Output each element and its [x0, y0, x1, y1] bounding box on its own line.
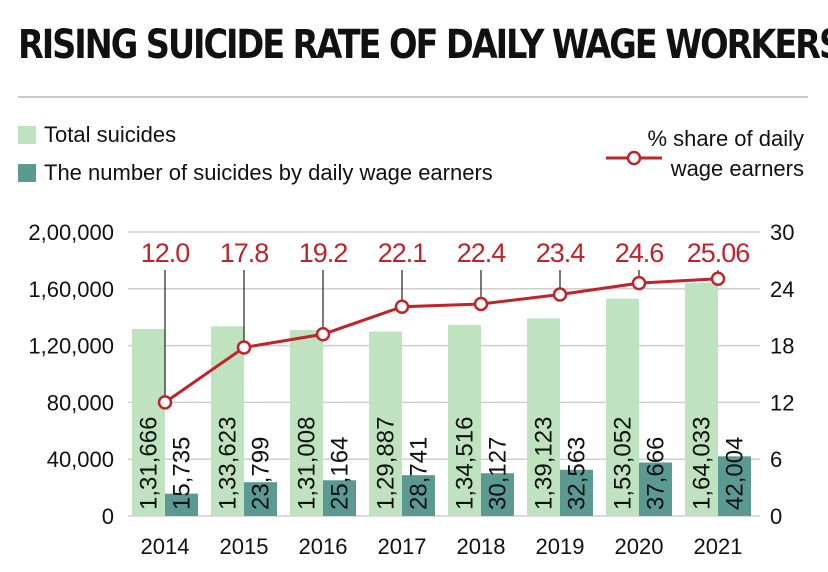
y-tick-label: 40,000: [47, 447, 114, 472]
total-bar-label: 1,34,516: [452, 417, 479, 510]
y-tick-label: 0: [102, 504, 114, 529]
x-tick-label: 2016: [299, 534, 348, 559]
y-tick-label: 80,000: [47, 390, 114, 415]
share-value-label: 23.4: [536, 238, 586, 268]
total-bar-label: 1,33,623: [215, 417, 242, 510]
legend-share: % share of daily wage earners: [647, 124, 804, 184]
total-bar: [369, 331, 402, 516]
share-point: [710, 271, 726, 287]
share-point: [157, 395, 173, 410]
daily-wage-bar-label: 42,004: [722, 437, 749, 510]
share-value-label: 24.6: [615, 238, 664, 268]
daily-wage-bar: [402, 475, 435, 516]
total-bar: [290, 329, 323, 516]
total-bar-label: 1,53,052: [610, 417, 637, 510]
legend-share-line1: % share of daily: [647, 126, 804, 151]
total-bar: [685, 283, 718, 516]
daily-wage-bar: [165, 493, 198, 516]
x-tick-label: 2019: [536, 534, 585, 559]
daily-wage-bar: [481, 473, 514, 516]
daily-wage-bar-label: 15,735: [169, 437, 196, 510]
total-bar-label: 1,29,887: [373, 417, 400, 510]
y2-tick-label: 12: [770, 390, 794, 415]
chart-title: RISING SUICIDE RATE OF DAILY WAGE WORKER…: [18, 22, 828, 68]
daily-wage-bar: [639, 462, 672, 516]
share-value-label: 25.06: [687, 238, 750, 268]
share-value-label: 17.8: [220, 238, 269, 268]
daily-wage-bar: [323, 480, 356, 516]
legend-daily-label: The number of suicides by daily wage ear…: [44, 160, 493, 185]
share-point: [473, 296, 489, 312]
x-tick-label: 2014: [141, 534, 190, 559]
total-bar-label: 1,31,008: [294, 417, 321, 510]
legend-share-line2: wage earners: [670, 156, 804, 181]
daily-wage-bar: [560, 469, 593, 516]
share-point: [552, 287, 568, 302]
y-tick-label: 1,20,000: [28, 334, 114, 359]
total-bar: [448, 324, 481, 516]
share-value-label: 19.2: [299, 238, 348, 268]
y2-tick-label: 30: [770, 220, 794, 245]
total-bar: [606, 298, 639, 516]
share-point: [236, 340, 252, 355]
share-value-label: 22.4: [457, 238, 507, 268]
y-tick-label: 2,00,000: [28, 220, 114, 245]
daily-wage-bar-label: 28,741: [406, 437, 433, 510]
daily-wage-bar: [244, 482, 277, 516]
legend-total: Total suicides: [18, 122, 176, 148]
share-point: [394, 299, 410, 315]
total-bar: [132, 329, 165, 516]
legend-daily: The number of suicides by daily wage ear…: [18, 160, 493, 186]
legend-total-swatch: [18, 126, 36, 144]
legend-total-label: Total suicides: [44, 122, 177, 147]
share-point: [315, 326, 331, 342]
y2-tick-label: 0: [770, 504, 782, 529]
x-tick-label: 2020: [615, 534, 664, 559]
daily-wage-bar: [718, 456, 751, 516]
total-bar: [527, 318, 560, 516]
y2-tick-label: 6: [770, 447, 782, 472]
x-tick-label: 2021: [694, 534, 743, 559]
legend-share-line-key: [606, 150, 662, 166]
daily-wage-bar-label: 32,563: [564, 437, 591, 510]
share-point: [631, 275, 647, 291]
title-divider: [18, 96, 808, 98]
total-bar-label: 1,31,666: [136, 417, 163, 510]
y2-tick-label: 18: [770, 334, 794, 359]
x-tick-label: 2015: [220, 534, 269, 559]
x-tick-label: 2018: [457, 534, 506, 559]
share-value-label: 22.1: [378, 238, 427, 268]
daily-wage-bar-label: 37,666: [643, 437, 670, 510]
daily-wage-bar-label: 25,164: [327, 437, 354, 510]
daily-wage-bar-label: 30,127: [485, 437, 512, 510]
total-bar-label: 1,64,033: [689, 417, 716, 510]
total-bar-label: 1,39,123: [531, 417, 558, 510]
y2-tick-label: 24: [770, 277, 794, 302]
x-tick-label: 2017: [378, 534, 427, 559]
daily-wage-bar-label: 23,799: [248, 437, 275, 510]
legend-daily-swatch: [18, 164, 36, 182]
y-tick-label: 1,60,000: [28, 277, 114, 302]
share-line: [164, 277, 719, 404]
share-value-label: 12.0: [141, 238, 190, 268]
